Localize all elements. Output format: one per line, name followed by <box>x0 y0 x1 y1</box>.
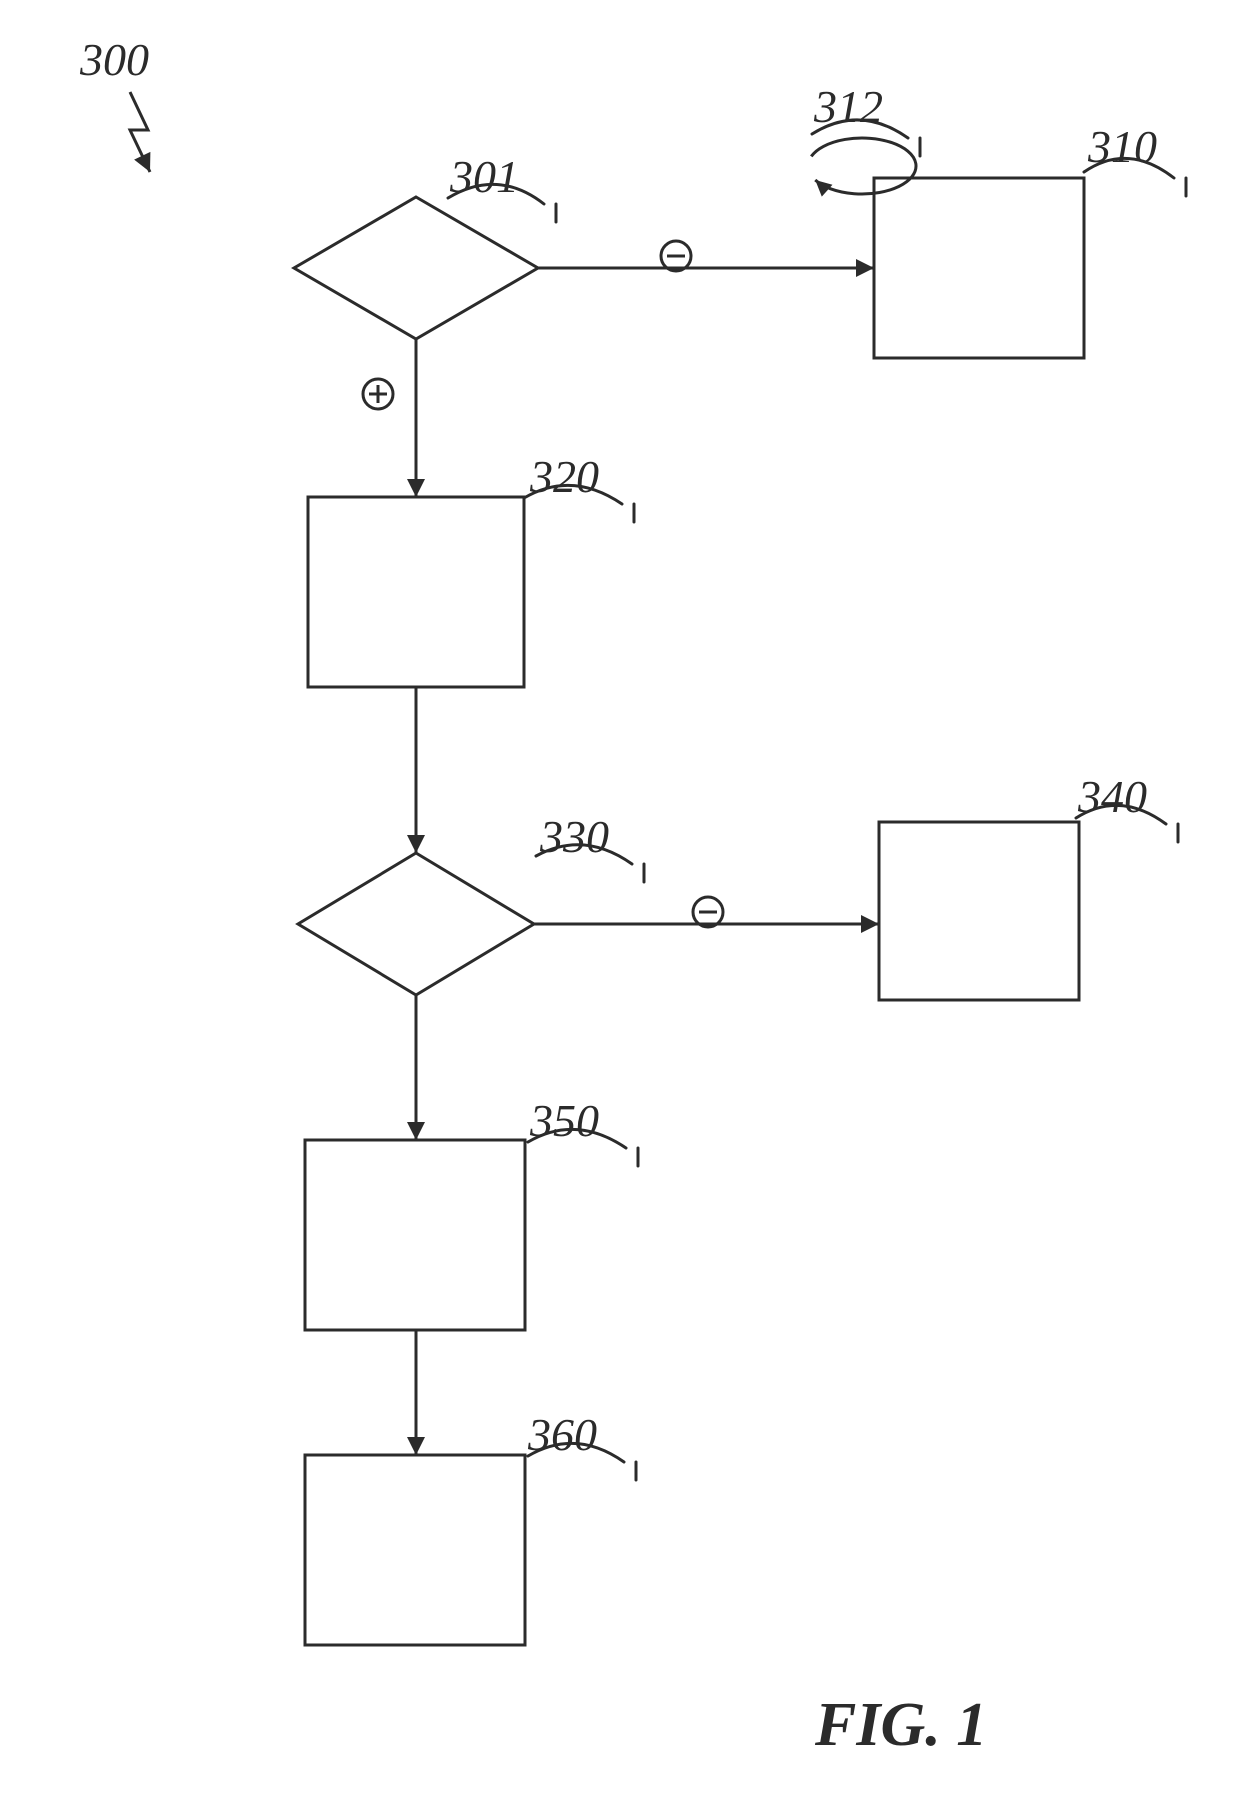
ref-350: 350 <box>530 1094 599 1147</box>
ref-310: 310 <box>1088 120 1157 173</box>
ref-320: 320 <box>530 450 599 503</box>
figure-canvas: 300 301 310 312 320 330 340 350 360 FIG.… <box>0 0 1240 1799</box>
ref-301: 301 <box>450 150 519 203</box>
flowchart-svg <box>0 0 1240 1799</box>
ref-360: 360 <box>528 1408 597 1461</box>
ref-330: 330 <box>540 810 609 863</box>
ref-312: 312 <box>814 80 883 133</box>
figure-caption: FIG. 1 <box>815 1690 987 1761</box>
ref-340: 340 <box>1078 770 1147 823</box>
ref-300: 300 <box>80 33 149 86</box>
